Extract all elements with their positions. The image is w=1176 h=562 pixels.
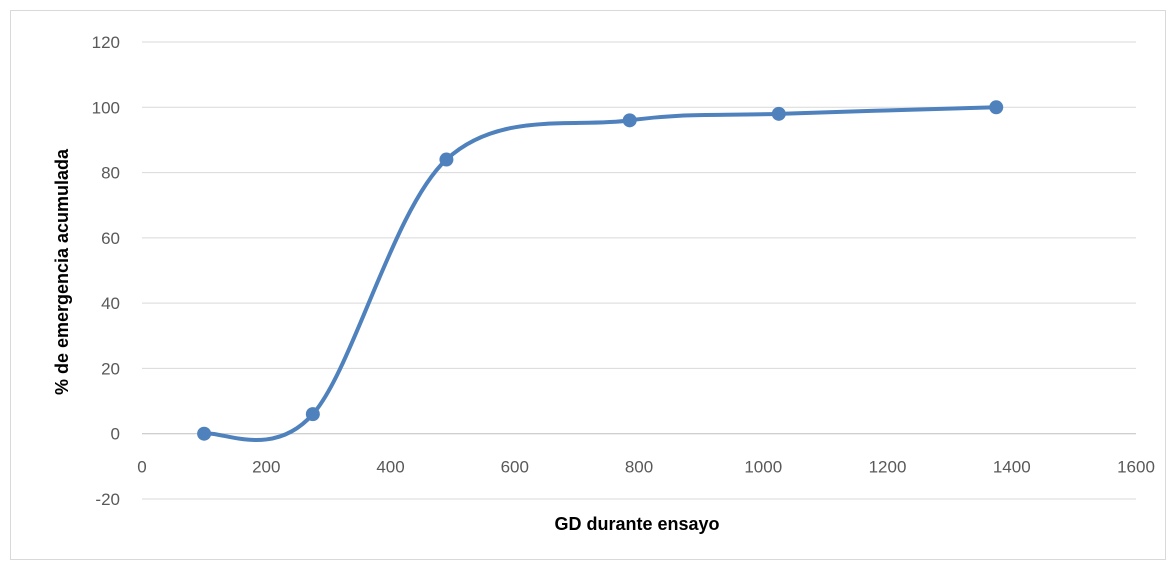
data-point-1 (305, 407, 320, 422)
data-points (197, 100, 1004, 441)
series-line (202, 105, 999, 442)
x-axis-title: GD durante ensayo (554, 514, 719, 534)
y-tick-label: 20 (101, 359, 120, 378)
data-point-0 (197, 426, 212, 441)
x-tick-label: 1000 (744, 458, 782, 477)
x-tick-labels: 0 200 400 600 800 1000 1200 1400 1600 (137, 458, 1155, 477)
y-tick-labels: -20 0 20 40 60 80 100 120 (92, 33, 120, 509)
x-tick-label: 1200 (869, 458, 907, 477)
x-tick-label: 400 (376, 458, 404, 477)
chart-frame (10, 10, 1166, 560)
x-tick-label: 1600 (1117, 458, 1155, 477)
x-tick-label: 0 (137, 458, 146, 477)
y-tick-label: 40 (101, 294, 120, 313)
x-tick-label: 200 (252, 458, 280, 477)
y-tick-label: -20 (95, 490, 120, 509)
y-tick-label: 100 (92, 98, 120, 117)
x-tick-label: 600 (501, 458, 529, 477)
y-axis-title: % de emergencia acumulada (52, 148, 72, 395)
data-point-5 (989, 100, 1004, 115)
data-point-4 (771, 106, 786, 121)
y-tick-label: 60 (101, 229, 120, 248)
y-tick-label: 120 (92, 33, 120, 52)
y-tick-label: 80 (101, 164, 120, 183)
data-point-2 (439, 152, 454, 167)
data-point-3 (622, 113, 637, 128)
y-tick-label: 0 (111, 425, 120, 444)
x-tick-label: 800 (625, 458, 653, 477)
x-tick-label: 1400 (993, 458, 1031, 477)
